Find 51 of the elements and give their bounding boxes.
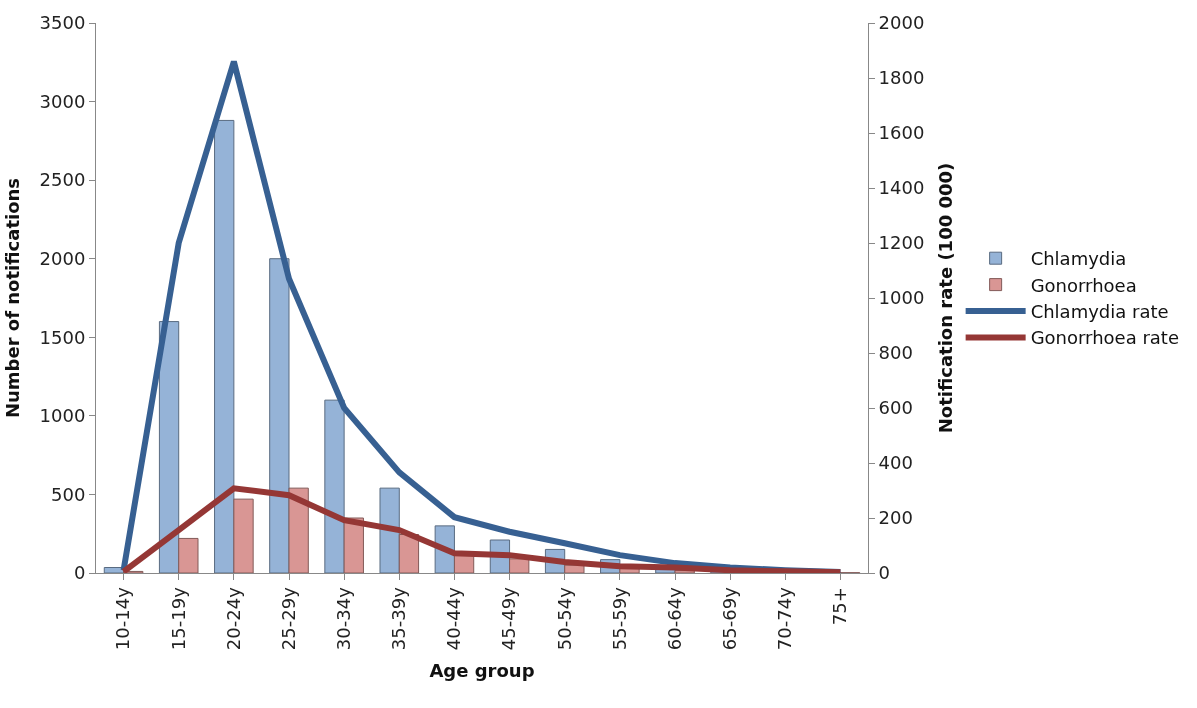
y-tick-label: 0 [73,562,86,584]
bar [214,119,235,573]
y2-tick-label: 1200 [878,232,925,254]
y2-tick-label: 400 [878,452,913,474]
x-tick-label: 10-14y [112,586,134,651]
y2-tick-label: 200 [878,507,913,529]
legend-label: Chlamydia rate [1030,301,1169,323]
y-tick-label: 2000 [39,248,86,270]
bar [398,534,420,573]
legend-label: Chlamydia [1030,248,1127,270]
bar [233,498,254,573]
bar [324,399,345,573]
x-tick-label: 70-74y [774,586,796,651]
y-tick-label: 3500 [39,12,86,34]
y-tick-label: 2500 [39,169,86,191]
y2-tick-label: 0 [878,562,891,584]
bar [509,558,530,573]
y2-axis-title: Notification rate (100 000) [934,162,956,434]
x-tick-label: 50-54y [553,586,575,651]
bar [379,487,400,573]
x-tick-label: 65-69y [718,586,740,651]
y2-tick-label: 800 [878,342,913,364]
x-tick-label: 15-19y [167,586,189,651]
x-tick-label: 35-39y [388,586,410,651]
x-tick-label: 60-64y [663,586,685,651]
x-tick-label: 45-49y [498,586,520,651]
bar [564,564,585,573]
bar [158,321,180,573]
bar [269,258,290,573]
y2-tick-label: 2000 [878,12,925,34]
x-tick-label: 20-24y [222,586,244,651]
x-tick-label: 55-59y [608,586,630,651]
bar [178,537,199,573]
legend-label: Gonorrhoea rate [1030,327,1179,349]
y2-tick-label: 1000 [878,287,925,309]
x-tick-label: 30-34y [332,586,354,651]
x-tick-label: 75+ [829,587,851,626]
y-tick-label: 3000 [39,90,86,112]
x-axis-title: Age group [429,660,535,682]
bar [288,487,309,573]
y2-tick-label: 1400 [878,177,925,199]
legend-label: Gonorrhoea [1030,274,1137,296]
y2-tick-label: 1800 [878,67,925,89]
x-tick-label: 25-29y [277,586,299,651]
y-tick-label: 500 [51,483,86,505]
x-tick-label: 40-44y [443,586,465,651]
y2-tick-label: 600 [878,397,913,419]
y-axis-title: Number of notifications [1,177,23,419]
y-tick-label: 1500 [39,326,86,348]
y2-tick-label: 1600 [878,122,925,144]
y-tick-label: 1000 [39,405,86,427]
